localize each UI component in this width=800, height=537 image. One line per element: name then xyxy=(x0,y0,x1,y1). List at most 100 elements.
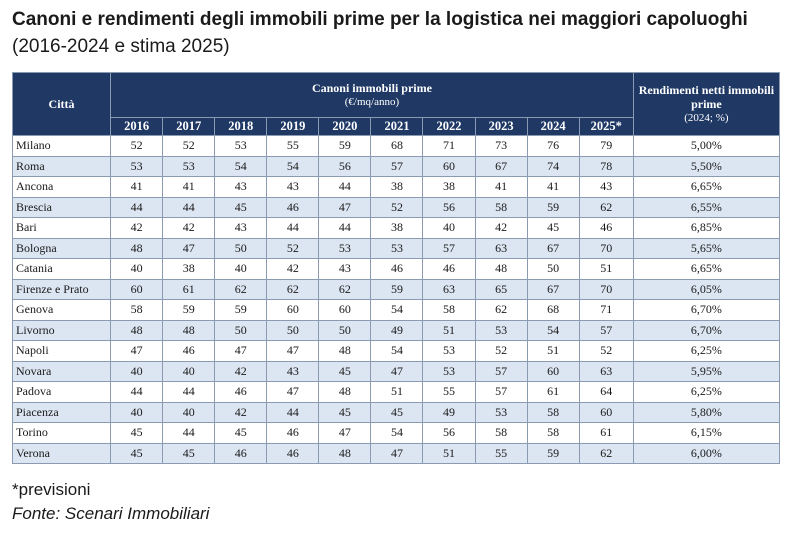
rent-cell: 54 xyxy=(370,299,424,321)
rent-cell: 61 xyxy=(162,278,216,300)
rent-cell: 47 xyxy=(110,340,164,362)
rent-cell: 42 xyxy=(110,217,164,239)
rent-cell: 58 xyxy=(474,196,528,218)
rent-cell: 71 xyxy=(422,135,476,157)
rent-cell: 78 xyxy=(578,155,634,177)
rent-cell: 43 xyxy=(578,176,634,198)
rent-cell: 54 xyxy=(526,319,580,341)
rent-cell: 52 xyxy=(266,237,320,259)
year-header: 2016 xyxy=(110,117,164,136)
rent-cell: 56 xyxy=(318,155,372,177)
rent-cell: 47 xyxy=(370,360,424,382)
rent-cell: 48 xyxy=(110,319,164,341)
rent-cell: 59 xyxy=(370,278,424,300)
rent-cell: 52 xyxy=(578,340,634,362)
rent-cell: 49 xyxy=(422,401,476,423)
rent-cell: 46 xyxy=(162,340,216,362)
rent-cell: 42 xyxy=(266,258,320,280)
chart-title: Canoni e rendimenti degli immobili prime… xyxy=(12,6,772,60)
rent-cell: 60 xyxy=(422,155,476,177)
rent-cell: 47 xyxy=(370,442,424,464)
rent-cell: 55 xyxy=(266,135,320,157)
rent-cell: 51 xyxy=(422,319,476,341)
table-row: Bologna 48 47 50 52 53 53 57 63 67 70 5,65% xyxy=(11,237,781,259)
rent-cell: 54 xyxy=(370,340,424,362)
rent-cell: 46 xyxy=(422,258,476,280)
rent-cell: 40 xyxy=(110,258,164,280)
rent-cell: 47 xyxy=(318,422,372,444)
rent-cell: 44 xyxy=(318,217,372,239)
rent-cell: 51 xyxy=(578,258,634,280)
table-row: Brescia 44 44 45 46 47 52 56 58 59 62 6,55% xyxy=(11,196,781,218)
rent-cell: 48 xyxy=(318,340,372,362)
rent-cell: 68 xyxy=(370,135,424,157)
year-header: 2025* xyxy=(578,117,634,136)
city-cell: Catania xyxy=(11,258,112,280)
rent-cell: 41 xyxy=(474,176,528,198)
rent-cell: 59 xyxy=(162,299,216,321)
rent-cell: 38 xyxy=(370,176,424,198)
yield-cell: 6,00% xyxy=(632,442,781,464)
rent-cell: 43 xyxy=(318,258,372,280)
rent-cell: 38 xyxy=(370,217,424,239)
yield-cell: 5,65% xyxy=(632,237,781,259)
rent-cell: 58 xyxy=(110,299,164,321)
rent-cell: 63 xyxy=(578,360,634,382)
table-row: Ancona 41 41 43 43 44 38 38 41 41 43 6,65% xyxy=(11,176,781,198)
rent-cell: 43 xyxy=(214,176,268,198)
rent-cell: 47 xyxy=(162,237,216,259)
rent-cell: 52 xyxy=(370,196,424,218)
table-row: Padova 44 44 46 47 48 51 55 57 61 64 6,25% xyxy=(11,381,781,403)
rent-cell: 49 xyxy=(370,319,424,341)
rent-cell: 50 xyxy=(526,258,580,280)
table-row: Genova 58 59 59 60 60 54 58 62 68 71 6,70% xyxy=(11,299,781,321)
table-row: Roma 53 53 54 54 56 57 60 67 74 78 5,50% xyxy=(11,155,781,177)
rent-cell: 67 xyxy=(474,155,528,177)
year-header: 2019 xyxy=(266,117,320,136)
yield-cell: 6,25% xyxy=(632,340,781,362)
city-cell: Verona xyxy=(11,442,112,464)
rent-cell: 68 xyxy=(526,299,580,321)
table-row: Firenze e Prato 60 61 62 62 62 59 63 65 67 70 6,05% xyxy=(11,278,781,300)
city-cell: Milano xyxy=(11,135,112,157)
rent-cell: 44 xyxy=(318,176,372,198)
rent-cell: 58 xyxy=(422,299,476,321)
header-city: Città xyxy=(11,72,112,136)
rent-cell: 38 xyxy=(422,176,476,198)
city-cell: Torino xyxy=(11,422,112,444)
rent-cell: 76 xyxy=(526,135,580,157)
rent-cell: 46 xyxy=(214,381,268,403)
rent-cell: 46 xyxy=(266,422,320,444)
table-row: Catania 40 38 40 42 43 46 46 48 50 51 6,65% xyxy=(11,258,781,280)
yield-cell: 6,70% xyxy=(632,299,781,321)
rent-cell: 59 xyxy=(214,299,268,321)
rent-cell: 56 xyxy=(422,422,476,444)
rent-cell: 51 xyxy=(422,442,476,464)
rent-cell: 43 xyxy=(266,176,320,198)
header-yield: Rendimenti netti immobili prime (2024; %… xyxy=(632,72,781,136)
rent-cell: 40 xyxy=(162,401,216,423)
header-rents-unit: (€/mq/anno) xyxy=(344,96,400,108)
rent-cell: 62 xyxy=(578,196,634,218)
rent-cell: 55 xyxy=(422,381,476,403)
rent-cell: 46 xyxy=(266,442,320,464)
rent-cell: 47 xyxy=(266,381,320,403)
city-cell: Piacenza xyxy=(11,401,112,423)
city-cell: Brescia xyxy=(11,196,112,218)
rent-cell: 56 xyxy=(422,196,476,218)
rent-cell: 65 xyxy=(474,278,528,300)
rent-cell: 59 xyxy=(318,135,372,157)
rent-cell: 52 xyxy=(474,340,528,362)
rent-cell: 45 xyxy=(162,442,216,464)
yield-cell: 6,05% xyxy=(632,278,781,300)
rent-cell: 44 xyxy=(110,196,164,218)
rent-cell: 70 xyxy=(578,278,634,300)
rent-cell: 55 xyxy=(474,442,528,464)
rent-cell: 42 xyxy=(214,360,268,382)
rent-cell: 62 xyxy=(474,299,528,321)
year-header: 2023 xyxy=(474,117,528,136)
table-row: Torino 45 44 45 46 47 54 56 58 58 61 6,15% xyxy=(11,422,781,444)
rent-cell: 40 xyxy=(110,401,164,423)
source-note: Fonte: Scenari Immobiliari xyxy=(12,504,210,523)
rent-cell: 52 xyxy=(110,135,164,157)
